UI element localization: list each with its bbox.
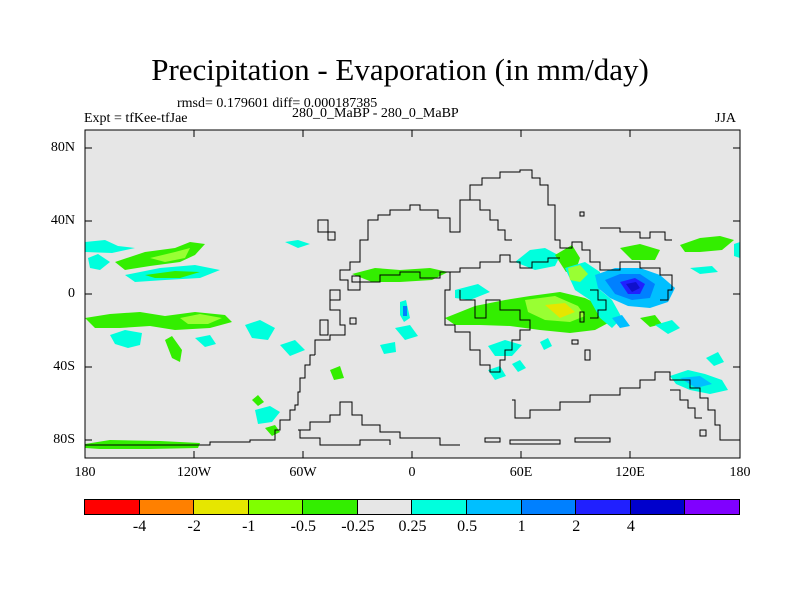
lat-label-0: 0	[68, 286, 75, 301]
lon-label-120w: 120W	[176, 465, 212, 480]
colorbar-label: -2	[187, 518, 201, 535]
lat-label-80n: 80N	[50, 140, 75, 155]
lon-label-60e: 60E	[509, 465, 533, 480]
anomaly-field	[85, 236, 740, 449]
colorbar-segment	[520, 499, 577, 515]
experiment-label: Expt = tfKee-tfJae	[84, 111, 188, 126]
colorbar-segment	[629, 499, 686, 515]
lon-label-0: 0	[408, 465, 416, 480]
colorbar-segment	[193, 499, 249, 515]
colorbar-label: 4	[626, 518, 635, 535]
colorbar-segment	[84, 499, 140, 515]
colorbar-label: -0.25	[341, 518, 375, 535]
colorbar-label: 1	[517, 518, 526, 535]
colorbar-label: 0.5	[457, 518, 478, 535]
colorbar-segment	[356, 499, 413, 515]
lat-label-80s: 80S	[53, 432, 75, 447]
axis-ticks	[85, 130, 740, 458]
period-label: 280_0_MaBP - 280_0_MaBP	[292, 106, 459, 121]
colorbar-segment	[684, 499, 740, 515]
lon-label-180e: 180	[729, 465, 751, 480]
coastlines	[85, 169, 740, 446]
lon-label-180w: 180	[74, 465, 96, 480]
lat-label-40s: 40S	[53, 359, 75, 374]
colorbar-label: 2	[572, 518, 581, 535]
colorbar-segment	[138, 499, 195, 515]
colorbar-label: -0.5	[290, 518, 316, 535]
colorbar	[84, 499, 740, 515]
colorbar-label: -1	[242, 518, 256, 535]
colorbar-segment	[247, 499, 304, 515]
colorbar-label: 0.25	[398, 518, 427, 535]
colorbar-segment	[302, 499, 358, 515]
stats-label: rmsd= 0.179601 diff= 0.000187385	[177, 96, 378, 111]
colorbar-segment	[411, 499, 468, 515]
lon-label-60w: 60W	[289, 465, 317, 480]
season-label: JJA	[715, 111, 737, 126]
plot-title: Precipitation - Evaporation (in mm/day)	[151, 52, 649, 87]
colorbar-segment	[575, 499, 631, 515]
lon-label-120e: 120E	[615, 465, 645, 480]
lat-label-40n: 40N	[50, 213, 75, 228]
colorbar-label: -4	[132, 518, 147, 535]
colorbar-segment	[466, 499, 522, 515]
